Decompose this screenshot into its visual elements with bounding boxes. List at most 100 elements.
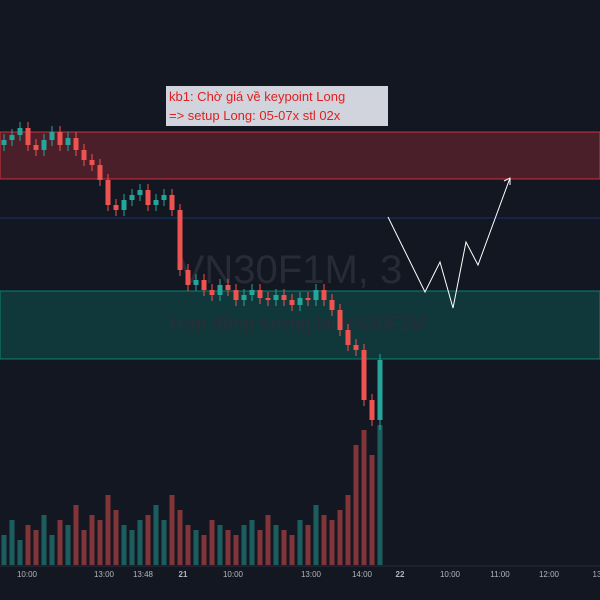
volume-bar (353, 445, 359, 565)
candle-body (161, 195, 167, 200)
candle-body (129, 195, 135, 200)
candle-body (153, 200, 159, 205)
volume-bar (305, 525, 311, 565)
volume-bar (41, 515, 47, 565)
volume-bar (201, 535, 207, 565)
volume-bar (121, 525, 127, 565)
candle-body (241, 295, 247, 300)
candle-body (185, 270, 191, 285)
arrow-head (503, 177, 511, 185)
volume-bar (249, 520, 255, 565)
candle-body (97, 165, 103, 180)
x-tick-label: 11:00 (490, 570, 510, 579)
volume-bar (233, 535, 239, 565)
candle-body (89, 160, 95, 165)
x-tick-label: 10:00 (17, 570, 38, 579)
candle-body (17, 128, 23, 135)
volume-bar (257, 530, 263, 565)
candle-body (305, 298, 311, 300)
candle-body (9, 135, 15, 140)
price-zone (0, 131, 600, 180)
volume-bar (289, 535, 295, 565)
volume-bar (345, 495, 351, 565)
volume-bar (81, 530, 87, 565)
candle-body (201, 280, 207, 290)
candle-body (105, 180, 111, 205)
volume-bar (97, 520, 103, 565)
x-tick-label: 13:48 (133, 570, 154, 579)
volume-bar (33, 530, 39, 565)
candle-body (289, 300, 295, 305)
volume-bar (137, 520, 143, 565)
candle-body (257, 290, 263, 298)
candle-body (65, 138, 71, 145)
candle-body (41, 140, 47, 150)
candle-body (249, 290, 255, 295)
volume-bar (361, 430, 367, 565)
candle-body (377, 360, 383, 420)
candle-body (113, 205, 119, 210)
candle-body (121, 200, 127, 210)
volume-bar (209, 520, 215, 565)
watermark-subtitle: Hợp đồng tương lai VN30F1M (170, 314, 426, 335)
volume-bar (297, 520, 303, 565)
volume-bar (17, 540, 23, 565)
volume-bar (193, 530, 199, 565)
candle-body (297, 298, 303, 305)
volume-bar (321, 515, 327, 565)
annotation-line: => setup Long: 05-07x stl 02x (169, 108, 341, 123)
volume-bar (185, 525, 191, 565)
volume-bar (217, 525, 223, 565)
x-tick-label: 13:00 (94, 570, 115, 579)
volume-bar (25, 525, 31, 565)
candle-body (353, 345, 359, 350)
candle-body (217, 285, 223, 295)
x-tick-label: 22 (396, 570, 405, 579)
time-axis (0, 566, 600, 600)
volume-bar (129, 530, 135, 565)
volume-bar (169, 495, 175, 565)
volume-bar (177, 510, 183, 565)
candle-body (169, 195, 175, 210)
candle-body (321, 290, 327, 300)
candle-body (361, 350, 367, 400)
volume-bar (1, 535, 7, 565)
volume-bar (225, 530, 231, 565)
candle-body (1, 140, 7, 145)
volume-bar (65, 525, 71, 565)
candle-body (281, 295, 287, 300)
volume-bar (105, 495, 111, 565)
volume-bar (153, 505, 159, 565)
volume-bar (265, 515, 271, 565)
candle-body (49, 132, 55, 140)
volume-bar (377, 425, 383, 565)
candle-body (233, 290, 239, 300)
x-tick-label: 14:00 (352, 570, 373, 579)
volume-bar (337, 510, 343, 565)
candle-body (25, 128, 31, 145)
volume-bar (281, 530, 287, 565)
candle-body (369, 400, 375, 420)
x-tick-label: 10:00 (440, 570, 461, 579)
candle-body (57, 132, 63, 145)
candle-body (81, 150, 87, 160)
x-tick-label: 13 (593, 570, 600, 579)
volume-bar (89, 515, 95, 565)
candle-body (73, 138, 79, 150)
annotation-line: kb1: Chờ giá về keypoint Long (169, 89, 345, 104)
candle-body (313, 290, 319, 300)
volume-bar (57, 520, 63, 565)
candle-body (225, 285, 231, 290)
candle-body (137, 190, 143, 195)
candle-body (145, 190, 151, 205)
candle-body (329, 300, 335, 310)
candle-body (209, 290, 215, 295)
volume-bar (329, 520, 335, 565)
candle-body (193, 280, 199, 285)
volume-bar (113, 510, 119, 565)
volume-bar (161, 520, 167, 565)
volume-bar (369, 455, 375, 565)
candle-body (33, 145, 39, 150)
drawing-path (387, 177, 511, 309)
